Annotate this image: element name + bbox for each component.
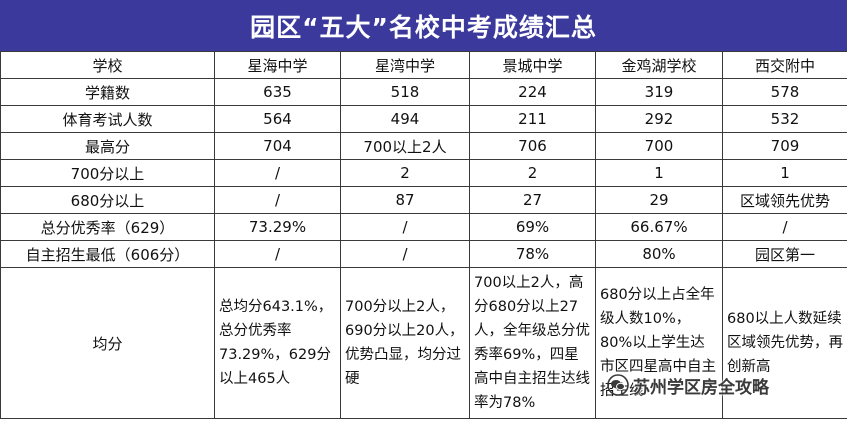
table-cell: 211: [469, 105, 596, 133]
table-cell: 27: [469, 186, 596, 214]
table-cell: /: [340, 240, 470, 268]
header-school: 西交附中: [722, 51, 847, 79]
table-cell: 87: [340, 186, 470, 214]
watermark-text: 苏州学区房全攻略: [633, 377, 769, 398]
table-cell: 532: [722, 105, 847, 133]
table-cell: 292: [595, 105, 723, 133]
header-school: 金鸡湖学校: [595, 51, 723, 79]
row-label: 均分: [0, 267, 215, 419]
row-label: 自主招生最低（606分）: [0, 240, 215, 268]
table-row: 700分以上 / 2 2 1 1: [0, 159, 847, 187]
row-label: 最高分: [0, 132, 215, 160]
table-cell: 80%: [595, 240, 723, 268]
table-cell: 704: [214, 132, 341, 160]
wechat-logo-icon: [607, 374, 629, 396]
table-cell: 73.29%: [214, 213, 341, 241]
average-cell: 总均分643.1%，总分优秀率73.29%，629分以上465人: [214, 267, 341, 419]
page-title: 园区“五大”名校中考成绩汇总: [0, 0, 847, 51]
watermark: 苏州学区房全攻略: [607, 372, 769, 398]
row-label: 680分以上: [0, 186, 215, 214]
table-cell: 700以上2人: [340, 132, 470, 160]
table-cell: 564: [214, 105, 341, 133]
table-cell: 园区第一: [722, 240, 847, 268]
table-row: 总分优秀率（629） 73.29% / 69% 66.67% /: [0, 213, 847, 241]
score-table: 学校 星海中学 星湾中学 景城中学 金鸡湖学校 西交附中 学籍数 635 518…: [0, 51, 847, 419]
table-cell: 1: [595, 159, 723, 187]
table-cell: 区域领先优势: [722, 186, 847, 214]
table-cell: 66.67%: [595, 213, 723, 241]
row-label: 体育考试人数: [0, 105, 215, 133]
table-cell: /: [214, 186, 341, 214]
table-cell: 578: [722, 78, 847, 106]
table-cell: 518: [340, 78, 470, 106]
table-cell: 224: [469, 78, 596, 106]
table-cell: 706: [469, 132, 596, 160]
table-row: 680分以上 / 87 27 29 区域领先优势: [0, 186, 847, 214]
table-header-row: 学校 星海中学 星湾中学 景城中学 金鸡湖学校 西交附中: [0, 51, 847, 79]
table-cell: 78%: [469, 240, 596, 268]
table-cell: 2: [469, 159, 596, 187]
table-cell: /: [722, 213, 847, 241]
table-cell: /: [340, 213, 470, 241]
average-row: 均分 总均分643.1%，总分优秀率73.29%，629分以上465人 700分…: [0, 267, 847, 419]
table-row: 自主招生最低（606分） / / 78% 80% 园区第一: [0, 240, 847, 268]
average-cell: 680以上人数延续区域领先优势，再创新高: [722, 267, 847, 419]
average-cell: 700分以上2人，690分以上20人，优势凸显，均分过硬: [340, 267, 470, 419]
table-cell: 709: [722, 132, 847, 160]
table-cell: 2: [340, 159, 470, 187]
table-cell: 635: [214, 78, 341, 106]
table-cell: 69%: [469, 213, 596, 241]
table-cell: 319: [595, 78, 723, 106]
row-label: 总分优秀率（629）: [0, 213, 215, 241]
table-cell: /: [214, 240, 341, 268]
row-label: 700分以上: [0, 159, 215, 187]
average-cell: 680分以上占全年级人数10%，80%以上学生达市区四星高中自主招生线: [595, 267, 723, 419]
table-row: 最高分 704 700以上2人 706 700 709: [0, 132, 847, 160]
table-cell: 494: [340, 105, 470, 133]
average-cell: 700以上2人，高分680分以上27人，全年级总分优秀率69%，四星高中自主招生…: [469, 267, 596, 419]
table-cell: /: [214, 159, 341, 187]
table-cell: 1: [722, 159, 847, 187]
table-cell: 700: [595, 132, 723, 160]
table-cell: 29: [595, 186, 723, 214]
table-row: 体育考试人数 564 494 211 292 532: [0, 105, 847, 133]
header-school: 星湾中学: [340, 51, 470, 79]
header-school: 景城中学: [469, 51, 596, 79]
row-label: 学籍数: [0, 78, 215, 106]
header-label-school: 学校: [0, 51, 215, 79]
table-row: 学籍数 635 518 224 319 578: [0, 78, 847, 106]
header-school: 星海中学: [214, 51, 341, 79]
